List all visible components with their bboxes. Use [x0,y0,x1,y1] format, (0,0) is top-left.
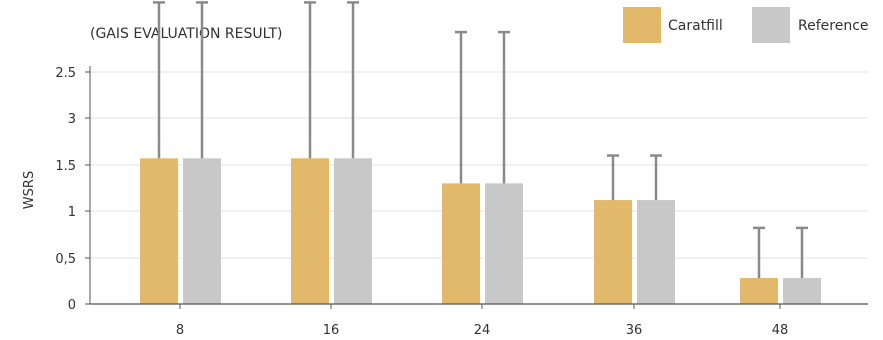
y-tick-label: 2.5 [55,66,76,81]
bar-reference-36 [637,200,675,304]
y-tick-label: 1.5 [55,159,76,174]
x-tick-label: 16 [323,323,340,338]
legend-swatch-reference [752,7,790,43]
y-axis-ticks: 0 0,5 1 1.5 3 2.5 [55,66,90,313]
legend: Caratfill Reference [623,7,869,43]
legend-swatch-caratfill [623,7,661,43]
y-tick-label: 0,5 [55,252,76,267]
bar-caratfill-36 [594,200,632,304]
bar-reference-8 [183,158,221,304]
legend-label-caratfill: Caratfill [668,18,723,34]
bars [140,158,821,304]
bar-caratfill-16 [291,158,329,304]
legend-label-reference: Reference [798,18,869,34]
x-tick-label: 36 [626,323,643,338]
bar-reference-24 [485,183,523,304]
bar-caratfill-24 [442,183,480,304]
x-tick-label: 48 [772,323,789,338]
x-tick-label: 24 [474,323,491,338]
error-bars [153,1,808,279]
bar-caratfill-8 [140,158,178,304]
y-tick-label: 1 [68,205,76,220]
y-tick-label: 3 [68,112,76,127]
bar-reference-16 [334,158,372,304]
x-tick-label: 8 [176,323,184,338]
axes [89,66,868,305]
chart-title: (GAIS EVALUATION RESULT) [90,26,283,42]
bar-reference-48 [783,278,821,304]
y-tick-label: 0 [68,298,76,313]
x-axis-ticks: 8 16 24 36 48 [176,304,788,338]
y-axis-label: WSRS [22,171,37,209]
bar-caratfill-48 [740,278,778,304]
